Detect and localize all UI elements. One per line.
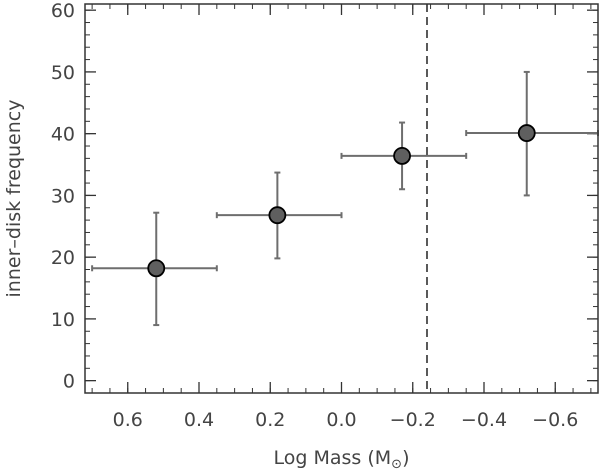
plot-frame <box>84 3 599 394</box>
y-tick-label: 40 <box>51 124 75 146</box>
x-tick-labels: 0.6 0.4 0.2 0.0 −0.2 −0.4 −0.6 <box>113 409 579 431</box>
y-tick-label: 30 <box>51 185 75 207</box>
y-axis-label: inner–disk frequency <box>3 100 25 298</box>
x-tick-label: 0.6 <box>113 409 143 431</box>
minor-ticks <box>85 4 598 394</box>
data-point <box>147 259 166 278</box>
y-tick-label: 20 <box>51 247 75 269</box>
y-tick-label: 60 <box>51 0 75 22</box>
error-bars <box>91 70 599 327</box>
x-axis-label: Log Mass (M⊙) <box>274 447 410 472</box>
data-point <box>268 206 287 225</box>
y-tick-label: 10 <box>51 309 75 331</box>
x-tick-label: 0.0 <box>326 409 356 431</box>
data-point <box>517 124 536 142</box>
x-tick-label: 0.2 <box>255 409 285 431</box>
y-tick-labels: 0 10 20 30 40 50 60 <box>51 0 75 392</box>
x-axis-label-close: ) <box>402 447 409 469</box>
x-tick-label: −0.4 <box>461 409 507 431</box>
y-tick-label: 0 <box>63 371 75 393</box>
data-points <box>147 124 536 278</box>
x-tick-label: −0.2 <box>390 409 436 431</box>
solar-symbol: ⊙ <box>391 457 402 472</box>
major-ticks <box>85 4 598 393</box>
x-tick-label: 0.4 <box>184 409 214 431</box>
data-point <box>393 146 411 165</box>
x-tick-label: −0.6 <box>532 409 578 431</box>
y-tick-label: 50 <box>51 62 75 84</box>
x-axis-label-text: Log Mass (M <box>274 447 392 469</box>
